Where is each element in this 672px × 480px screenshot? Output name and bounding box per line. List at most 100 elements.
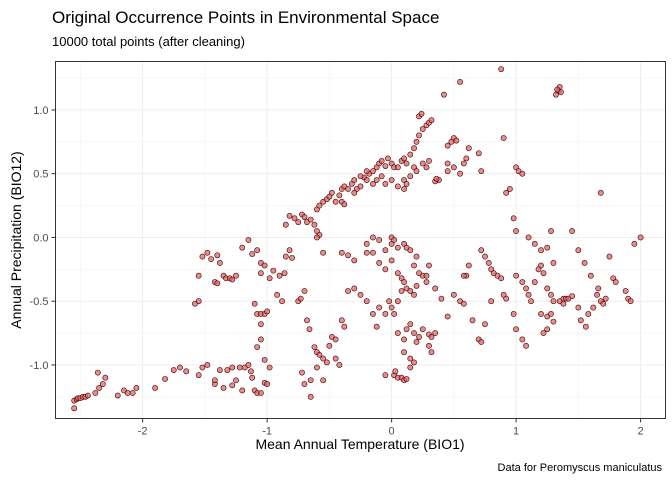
data-point — [304, 317, 310, 324]
data-point — [606, 253, 613, 260]
data-point — [594, 291, 600, 298]
data-point — [216, 367, 223, 373]
data-point — [403, 244, 410, 251]
x-tick-label: 0 — [389, 426, 395, 438]
data-point — [338, 249, 345, 256]
data-point — [444, 168, 451, 175]
data-point — [282, 221, 289, 228]
data-point — [513, 272, 520, 279]
data-point — [94, 369, 101, 376]
data-point — [560, 300, 567, 307]
data-point — [411, 262, 417, 269]
data-point — [382, 180, 389, 187]
data-point — [345, 252, 351, 259]
data-point — [544, 244, 551, 251]
data-point — [413, 168, 420, 175]
data-point — [416, 270, 422, 277]
data-points — [71, 66, 644, 412]
data-point — [195, 272, 202, 279]
data-point — [251, 300, 258, 307]
data-point — [523, 342, 529, 349]
data-point — [419, 126, 426, 132]
data-point — [444, 160, 451, 167]
data-point — [394, 330, 401, 336]
data-point — [460, 160, 467, 167]
data-point — [569, 228, 576, 234]
data-point — [363, 168, 370, 175]
data-point — [378, 158, 385, 164]
data-point — [595, 285, 602, 292]
data-point — [401, 279, 407, 285]
data-point — [170, 367, 177, 373]
x-tick-label: -2 — [138, 426, 148, 438]
data-point — [245, 362, 252, 368]
data-point — [457, 170, 463, 177]
data-point — [258, 336, 264, 343]
y-tick-label: -1.0 — [30, 360, 49, 372]
plot-panel — [55, 61, 666, 419]
data-point — [428, 333, 435, 340]
data-point — [538, 311, 544, 317]
data-point — [519, 336, 526, 343]
data-point — [102, 374, 109, 381]
y-tick-label: 0.5 — [33, 169, 48, 181]
data-point — [341, 201, 348, 208]
data-point — [177, 364, 183, 371]
data-point — [386, 298, 393, 305]
data-point — [548, 228, 554, 234]
data-point — [199, 253, 206, 260]
data-point — [124, 390, 131, 396]
data-point — [391, 237, 398, 243]
y-tick-label: 1.0 — [33, 105, 48, 117]
data-point — [370, 249, 376, 256]
data-point — [279, 298, 285, 305]
data-point — [531, 240, 538, 247]
data-point — [407, 151, 414, 158]
data-point — [426, 262, 432, 269]
data-point — [264, 381, 271, 387]
data-point — [419, 160, 426, 167]
data-point — [204, 249, 211, 256]
data-point — [478, 247, 485, 254]
data-point — [370, 168, 376, 175]
x-tick-label: -1 — [262, 426, 272, 438]
data-point — [229, 382, 236, 389]
data-point — [266, 275, 273, 282]
data-point — [338, 317, 345, 324]
data-point — [519, 279, 526, 285]
data-point — [370, 180, 376, 187]
data-point — [301, 381, 308, 387]
data-point — [351, 177, 358, 183]
data-point — [306, 326, 313, 333]
data-point — [540, 330, 547, 336]
data-point — [373, 177, 380, 183]
data-point — [71, 405, 78, 412]
data-point — [357, 183, 364, 190]
data-point — [214, 252, 221, 259]
data-point — [370, 234, 376, 241]
data-point — [351, 189, 358, 196]
x-tick-label: 1 — [513, 426, 519, 438]
data-point — [224, 367, 231, 373]
data-point — [239, 244, 246, 251]
data-point — [376, 237, 383, 243]
chart-caption: Data for Peromyscus maniculatus — [498, 462, 663, 474]
data-point — [162, 376, 168, 382]
data-point — [525, 234, 532, 241]
data-point — [403, 376, 410, 382]
data-point — [289, 254, 295, 261]
data-point — [96, 384, 102, 391]
data-point — [326, 342, 333, 349]
data-point — [299, 369, 305, 376]
data-point — [332, 336, 339, 343]
y-tick-label: 0.0 — [33, 232, 48, 244]
data-point — [407, 321, 414, 328]
data-point — [544, 326, 551, 333]
data-point — [336, 192, 343, 199]
data-point — [258, 321, 264, 328]
data-point — [152, 384, 158, 391]
data-point — [254, 247, 261, 254]
y-axis-title: Annual Precipitation (BIO12) — [8, 151, 24, 328]
data-point — [469, 317, 476, 324]
